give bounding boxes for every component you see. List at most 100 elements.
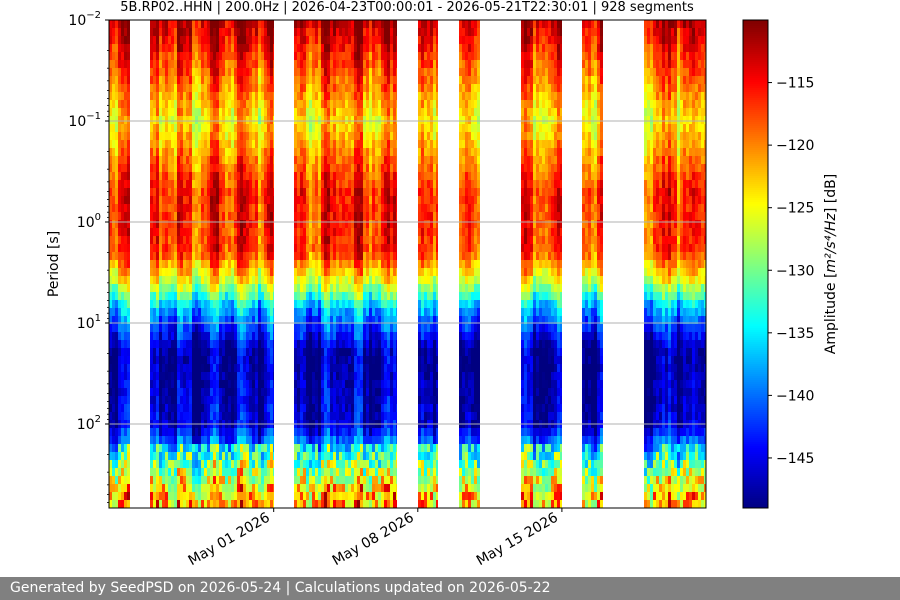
psd-cell	[162, 196, 165, 204]
psd-cell	[258, 460, 261, 468]
psd-cell	[198, 220, 201, 228]
psd-cell	[249, 460, 252, 468]
psd-cell	[264, 108, 267, 116]
psd-cell	[351, 220, 354, 228]
psd-cell	[270, 156, 273, 164]
psd-cell	[201, 436, 204, 444]
psd-cell	[198, 140, 201, 148]
psd-cell	[121, 292, 124, 300]
psd-cell	[124, 20, 127, 28]
psd-cell	[195, 300, 198, 308]
psd-cell	[231, 460, 234, 468]
psd-cell	[124, 212, 127, 220]
psd-cell	[180, 236, 183, 244]
psd-cell	[243, 348, 246, 356]
psd-cell	[121, 364, 124, 372]
psd-cell	[168, 60, 171, 68]
psd-cell	[330, 44, 333, 52]
psd-cell	[258, 28, 261, 36]
psd-cell	[306, 20, 309, 28]
psd-cell	[345, 380, 348, 388]
psd-cell	[222, 188, 225, 196]
psd-cell	[189, 52, 192, 60]
psd-cell	[327, 36, 330, 44]
psd-cell	[225, 500, 228, 508]
psd-cell	[153, 268, 156, 276]
psd-cell	[327, 196, 330, 204]
psd-cell	[115, 436, 118, 444]
psd-cell	[228, 44, 231, 52]
psd-cell	[372, 36, 375, 44]
psd-cell	[342, 300, 345, 308]
psd-cell	[330, 484, 333, 492]
psd-cell	[330, 300, 333, 308]
psd-cell	[192, 92, 195, 100]
psd-cell	[327, 132, 330, 140]
psd-cell	[321, 452, 324, 460]
psd-cell	[183, 68, 186, 76]
psd-cell	[258, 36, 261, 44]
psd-cell	[360, 324, 363, 332]
psd-cell	[121, 388, 124, 396]
psd-cell	[159, 396, 162, 404]
psd-cell	[345, 492, 348, 500]
psd-cell	[177, 340, 180, 348]
psd-cell	[201, 196, 204, 204]
psd-cell	[267, 100, 270, 108]
psd-cell	[297, 108, 300, 116]
psd-cell	[231, 468, 234, 476]
psd-cell	[321, 364, 324, 372]
psd-cell	[372, 188, 375, 196]
psd-cell	[240, 316, 243, 324]
psd-cell	[109, 452, 112, 460]
psd-cell	[246, 204, 249, 212]
psd-cell	[177, 436, 180, 444]
psd-cell	[249, 164, 252, 172]
psd-cell	[204, 476, 207, 484]
psd-cell	[267, 332, 270, 340]
psd-cell	[384, 52, 387, 60]
psd-cell	[115, 52, 118, 60]
psd-cell	[189, 364, 192, 372]
psd-cell	[372, 404, 375, 412]
psd-cell	[121, 44, 124, 52]
psd-cell	[390, 196, 393, 204]
psd-cell	[124, 324, 127, 332]
psd-cell	[294, 220, 297, 228]
psd-cell	[270, 396, 273, 404]
psd-cell	[231, 148, 234, 156]
psd-cell	[306, 356, 309, 364]
psd-cell	[306, 36, 309, 44]
psd-cell	[255, 268, 258, 276]
psd-cell	[127, 180, 130, 188]
psd-cell	[192, 172, 195, 180]
psd-cell	[112, 436, 115, 444]
psd-cell	[171, 188, 174, 196]
psd-cell	[318, 372, 321, 380]
psd-cell	[153, 452, 156, 460]
psd-cell	[390, 84, 393, 92]
psd-cell	[264, 468, 267, 476]
psd-cell	[177, 68, 180, 76]
psd-cell	[318, 148, 321, 156]
psd-cell	[327, 444, 330, 452]
psd-cell	[348, 164, 351, 172]
psd-cell	[345, 388, 348, 396]
psd-cell	[384, 412, 387, 420]
psd-cell	[348, 36, 351, 44]
psd-cell	[183, 212, 186, 220]
psd-cell	[354, 460, 357, 468]
psd-cell	[297, 156, 300, 164]
psd-cell	[249, 76, 252, 84]
psd-cell	[115, 452, 118, 460]
psd-cell	[216, 364, 219, 372]
psd-cell	[115, 20, 118, 28]
psd-cell	[213, 60, 216, 68]
psd-cell	[366, 444, 369, 452]
psd-cell	[342, 500, 345, 508]
psd-cell	[306, 308, 309, 316]
psd-cell	[109, 404, 112, 412]
psd-cell	[165, 364, 168, 372]
psd-cell	[115, 404, 118, 412]
psd-cell	[228, 212, 231, 220]
